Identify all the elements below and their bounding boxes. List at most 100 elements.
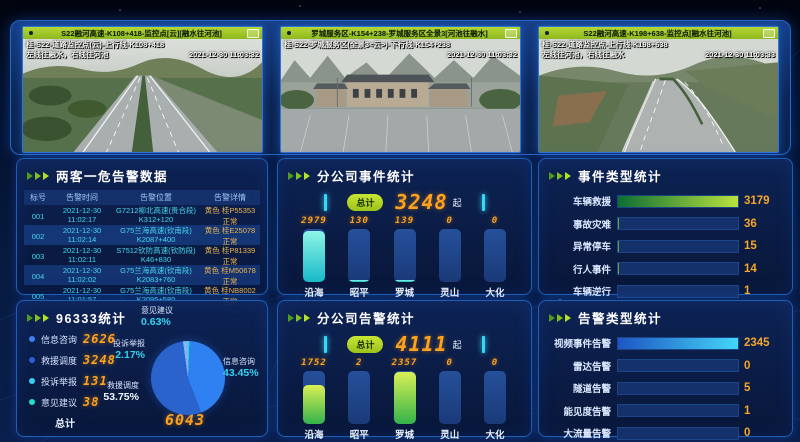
row-location: G75兰海高速(钦南段) K2087+400: [120, 226, 192, 244]
stat-value: 131: [83, 374, 108, 388]
row-detail: 黄色 桂E25078 正常: [204, 226, 256, 246]
hbar-track: [617, 262, 739, 275]
title-arrow-icon: [304, 171, 310, 180]
hbar-row: 能见度告警 1: [547, 404, 780, 418]
bar-label: 罗城: [394, 430, 414, 441]
title-arrow-icon: [288, 171, 294, 180]
hbar-fill: [618, 337, 738, 349]
bar-value: 0: [446, 216, 453, 226]
pie-label-complaints: 投诉举报 2.17%: [113, 339, 145, 361]
bar-label: 沿海: [304, 430, 324, 441]
camera-3-overlay-line2: 左线往河池，右线往融水: [542, 50, 625, 60]
tick-decoration: [481, 335, 485, 353]
bar-label: 大化: [485, 430, 505, 441]
row-time: 2021-12-30 11:02:17: [62, 206, 102, 224]
camera-2-timestamp: 2021-12-30 11:03:32: [446, 50, 517, 60]
record-dot-icon: [29, 31, 33, 35]
legend-dot-icon: [29, 336, 35, 342]
hbar-label: 能见度告警: [563, 406, 611, 418]
total-label: 总计: [55, 419, 75, 430]
row-time: 2021-12-30 11:02:02: [62, 266, 102, 284]
camera-1-overlay-line2: 左线往融水，右线往河池: [26, 50, 109, 60]
col-header-time: 告警时间: [66, 193, 98, 202]
hbar-value: 15: [744, 240, 757, 252]
panel-title-bar: 告警类型统计: [539, 301, 792, 330]
hbar-row: 行人事件 14: [547, 262, 780, 276]
bar-column: 1752 沿海: [296, 358, 332, 441]
bar-track: [484, 229, 506, 282]
title-arrow-icon: [557, 313, 563, 322]
bar-track: [393, 229, 416, 282]
bar-chart-branch-events: 2979 沿海 130 昭平 139 罗城 0 灵山 0: [278, 215, 531, 299]
table-row[interactable]: 003 2021-12-30 11:02:11 S7512钦防高速(钦防段) K46…: [24, 245, 260, 266]
camera-strip-panel: S22融河高速-K108+418-监控点[云][融水往河池] 桂-S22-道路监…: [10, 20, 791, 155]
hbar-fill: [618, 195, 738, 207]
bar-column: 0 大化: [477, 216, 513, 299]
camera-vendor-logo-icon: [247, 28, 259, 38]
bar-label: 灵山: [440, 288, 460, 299]
pie-chart-hotline: [151, 341, 225, 415]
bar-column: 139 罗城: [387, 216, 423, 299]
hbar-track: [617, 381, 739, 395]
panel-event-type-stats: 事件类型统计 车辆救援 3179 事故灾难 36 异常停车 15 行人事件 14: [538, 158, 793, 298]
tick-decoration: [324, 335, 328, 353]
camera-3-title: S22融河高速-K198+638-监控点[融水往河池]: [583, 28, 732, 38]
bar-value: 2979: [301, 216, 327, 226]
hbar-row: 事故灾难 36: [547, 217, 780, 231]
hbar-fill: [618, 240, 619, 252]
camera-feed-2[interactable]: 罗城服务区-K154+238-罗城服务区全景3[河池往融水] 桂-S22-罗城服…: [280, 26, 521, 153]
row-id: 004: [31, 271, 45, 281]
bar-value: 0: [446, 358, 453, 368]
col-header-detail: 告警详情: [214, 193, 246, 202]
table-row[interactable]: 002 2021-12-30 11:02:14 G75兰海高速(钦南段) K2087…: [24, 225, 260, 246]
camera-3-overlay: 桂-S22-道路监控点-上行线-K198+638 左线往河池，右线往融水 202…: [542, 40, 775, 60]
panel-branch-event-stats: 分公司事件统计 总计 3248 起 2979 沿海 130 昭平 139 罗: [277, 158, 532, 299]
camera-feed-3[interactable]: S22融河高速-K198+638-监控点[融水往河池] 桂-S22-道路监控点-…: [538, 26, 779, 153]
record-dot-icon: [287, 31, 291, 35]
bar-value: 1752: [301, 358, 327, 368]
hbar-fill: [618, 263, 619, 274]
camera-2-title: 罗城服务区-K154+238-罗城服务区全景3[河池往融水]: [311, 28, 488, 38]
record-dot-icon: [545, 31, 549, 35]
title-arrow-icon: [549, 313, 555, 322]
camera-1-timestamp: 2021-12-30 11:03:32: [188, 50, 259, 60]
bar-chart-branch-alarms: 1752 沿海 2 昭平 2357 罗城 0 灵山 0: [278, 357, 531, 441]
stat-label: 投诉举报: [41, 376, 78, 387]
bar-column: 0 灵山: [432, 358, 468, 441]
total-unit: 起: [452, 339, 462, 350]
bar-fill: [393, 279, 416, 282]
title-arrow-icon: [296, 171, 302, 180]
bar-fill: [393, 371, 416, 424]
bar-label: 昭平: [349, 430, 369, 441]
hbar-track: [617, 194, 739, 208]
panel-title: 分公司事件统计: [317, 170, 416, 184]
row-id: 002: [31, 231, 45, 241]
camera-feed-1[interactable]: S22融河高速-K108+418-监控点[云][融水往河池] 桂-S22-道路监…: [22, 26, 263, 153]
stat-value: 3248: [83, 353, 116, 367]
title-arrow-icon: [27, 313, 33, 322]
camera-1-title: S22融河高速-K108+418-监控点[云][融水往河池]: [61, 28, 222, 38]
hbar-chart-alarm-types: 视频事件告警 2345 雷达告警 0 隧道告警 5 能见度告警 1 大流量告警: [539, 330, 792, 440]
camera-2-title-bar: 罗城服务区-K154+238-罗城服务区全景3[河池往融水]: [281, 27, 520, 39]
row-location: G7212柳北高速(贵合段) K312+120: [115, 206, 196, 224]
hbar-row: 隧道告警 5: [547, 381, 780, 395]
table-row[interactable]: 004 2021-12-30 11:02:02 G75兰海高速(钦南段) K2083…: [24, 265, 260, 286]
panel-branch-alarm-stats: 分公司告警统计 总计 4111 起 1752 沿海 2 昭平 2357 罗城: [277, 300, 532, 441]
row-location: G75兰海高速(钦南段)K2095+580: [120, 286, 192, 304]
panel-title: 告警类型统计: [578, 312, 663, 326]
title-arrow-icon: [557, 171, 563, 180]
bar-track: [393, 371, 416, 424]
hbar-label: 雷达告警: [572, 361, 611, 373]
hbar-value: 2345: [744, 337, 770, 349]
total-counter: 总计 4111 起: [278, 331, 531, 357]
hbar-chart-event-types: 车辆救援 3179 事故灾难 36 异常停车 15 行人事件 14 车辆逆行: [539, 188, 792, 298]
title-arrow-icon: [43, 171, 49, 180]
col-header-id: 标号: [30, 193, 46, 202]
bar-label: 昭平: [349, 288, 369, 299]
stat-label: 救援调度: [41, 355, 78, 366]
hbar-label: 大流量告警: [563, 429, 611, 440]
row-id: 005: [31, 291, 45, 301]
table-row[interactable]: 001 2021-12-30 11:02:17 G7212柳北高速(贵合段) K31…: [24, 205, 260, 226]
panel-title-bar: 事件类型统计: [539, 159, 792, 188]
